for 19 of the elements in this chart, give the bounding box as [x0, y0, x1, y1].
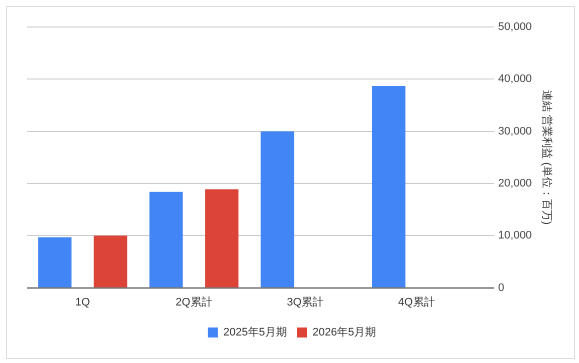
x-tick-label: 2Q累計 — [176, 295, 212, 308]
bar — [260, 131, 294, 288]
x-tick-label: 3Q累計 — [286, 295, 324, 308]
bar — [38, 237, 72, 288]
y-tick-label: 0 — [498, 282, 504, 294]
y-tick-label: 20,000 — [498, 178, 532, 190]
x-tick-label: 4Q累計 — [398, 295, 435, 308]
bar — [372, 86, 406, 288]
bar — [94, 236, 128, 288]
bar — [149, 192, 183, 288]
x-tick-label: 1Q — [75, 296, 90, 308]
y-axis-title: 連結 営業利益 (単位：百万) — [540, 90, 554, 225]
y-tick-label: 50,000 — [498, 21, 532, 34]
y-tick-label: 10,000 — [498, 230, 532, 242]
bar — [205, 189, 238, 288]
y-tick-label: 40,000 — [498, 73, 532, 86]
legend-label: 2026年5月期 — [312, 326, 376, 339]
y-tick-label: 30,000 — [498, 125, 532, 138]
legend-label: 2025年5月期 — [223, 326, 288, 339]
